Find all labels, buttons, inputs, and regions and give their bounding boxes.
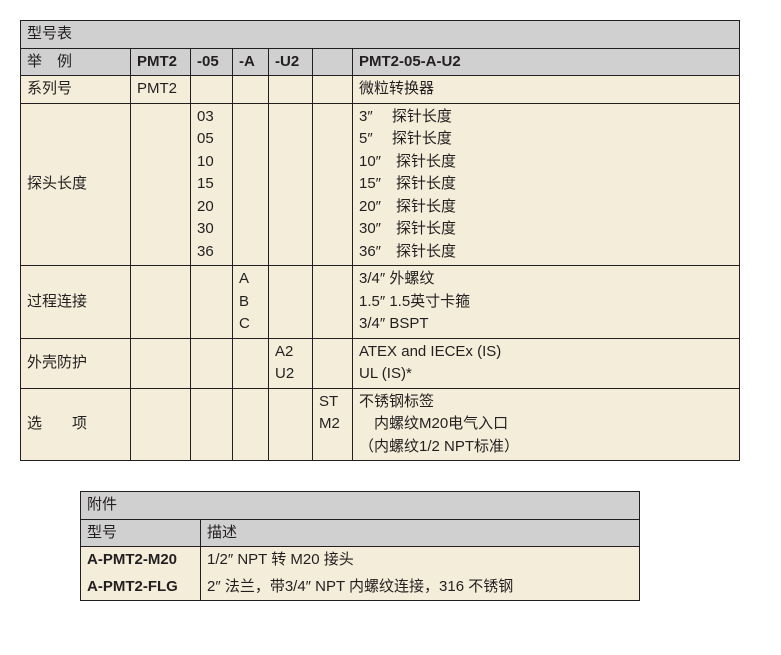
row-cell [269,76,313,104]
accessory-desc: 2″ 法兰，带3/4″ NPT 内螺纹连接，316 不锈钢 [201,574,640,601]
row-cell [233,388,269,461]
row-cell [313,76,353,104]
col-header [313,48,353,76]
row-cell [233,76,269,104]
row-label: 探头长度 [21,103,131,266]
row-label: 系列号 [21,76,131,104]
row-desc: 微粒转换器 [353,76,740,104]
accessories-header: 描述 [201,519,640,547]
accessories-table: 附件 型号 描述 A-PMT2-M20 1/2″ NPT 转 M20 接头 A-… [80,491,640,601]
row-label: 过程连接 [21,266,131,339]
row-cell [313,103,353,266]
table-row: 过程连接 A B C 3/4″ 外螺纹 1.5″ 1.5英寸卡箍 3/4″ BS… [21,266,740,339]
row-cell [313,338,353,388]
row-desc: 3/4″ 外螺纹 1.5″ 1.5英寸卡箍 3/4″ BSPT [353,266,740,339]
row-desc: ATEX and IECEx (IS) UL (IS)* [353,338,740,388]
table-row: 系列号 PMT2 微粒转换器 [21,76,740,104]
row-cell [191,266,233,339]
row-cell: A B C [233,266,269,339]
model-number-table: 型号表 举 例 PMT2 -05 -A -U2 PMT2-05-A-U2 系列号… [20,20,740,461]
row-cell [233,338,269,388]
col-header: PMT2 [131,48,191,76]
row-cell: ST M2 [313,388,353,461]
row-cell [191,338,233,388]
row-cell [131,103,191,266]
row-cell [131,266,191,339]
row-cell: PMT2 [131,76,191,104]
col-header: -U2 [269,48,313,76]
col-header: -05 [191,48,233,76]
col-header: -A [233,48,269,76]
table-row: A-PMT2-M20 1/2″ NPT 转 M20 接头 [81,547,640,574]
row-cell: A2 U2 [269,338,313,388]
row-cell [269,266,313,339]
row-label: 外壳防护 [21,338,131,388]
table-row: 探头长度 03 05 10 15 20 30 36 3″ 探针长度 5″ 探针长… [21,103,740,266]
row-cell [233,103,269,266]
row-desc: 不锈钢标签 内螺纹M20电气入口 （内螺纹1/2 NPT标准） [353,388,740,461]
table-row: A-PMT2-FLG 2″ 法兰，带3/4″ NPT 内螺纹连接，316 不锈钢 [81,574,640,601]
col-header: PMT2-05-A-U2 [353,48,740,76]
row-cell [191,388,233,461]
accessory-model: A-PMT2-M20 [81,547,201,574]
table-row: 外壳防护 A2 U2 ATEX and IECEx (IS) UL (IS)* [21,338,740,388]
accessory-desc: 1/2″ NPT 转 M20 接头 [201,547,640,574]
row-cell [269,103,313,266]
col-header: 举 例 [21,48,131,76]
row-cell: 03 05 10 15 20 30 36 [191,103,233,266]
row-desc: 3″ 探针长度 5″ 探针长度 10″ 探针长度 15″ 探针长度 20″ 探针… [353,103,740,266]
row-cell [313,266,353,339]
table-row: 选 项 ST M2 不锈钢标签 内螺纹M20电气入口 （内螺纹1/2 NPT标准… [21,388,740,461]
accessories-title: 附件 [81,492,640,520]
row-cell [269,388,313,461]
row-cell [131,388,191,461]
row-cell [131,338,191,388]
row-label: 选 项 [21,388,131,461]
table-title: 型号表 [21,21,740,49]
accessories-header: 型号 [81,519,201,547]
accessory-model: A-PMT2-FLG [81,574,201,601]
row-cell [191,76,233,104]
